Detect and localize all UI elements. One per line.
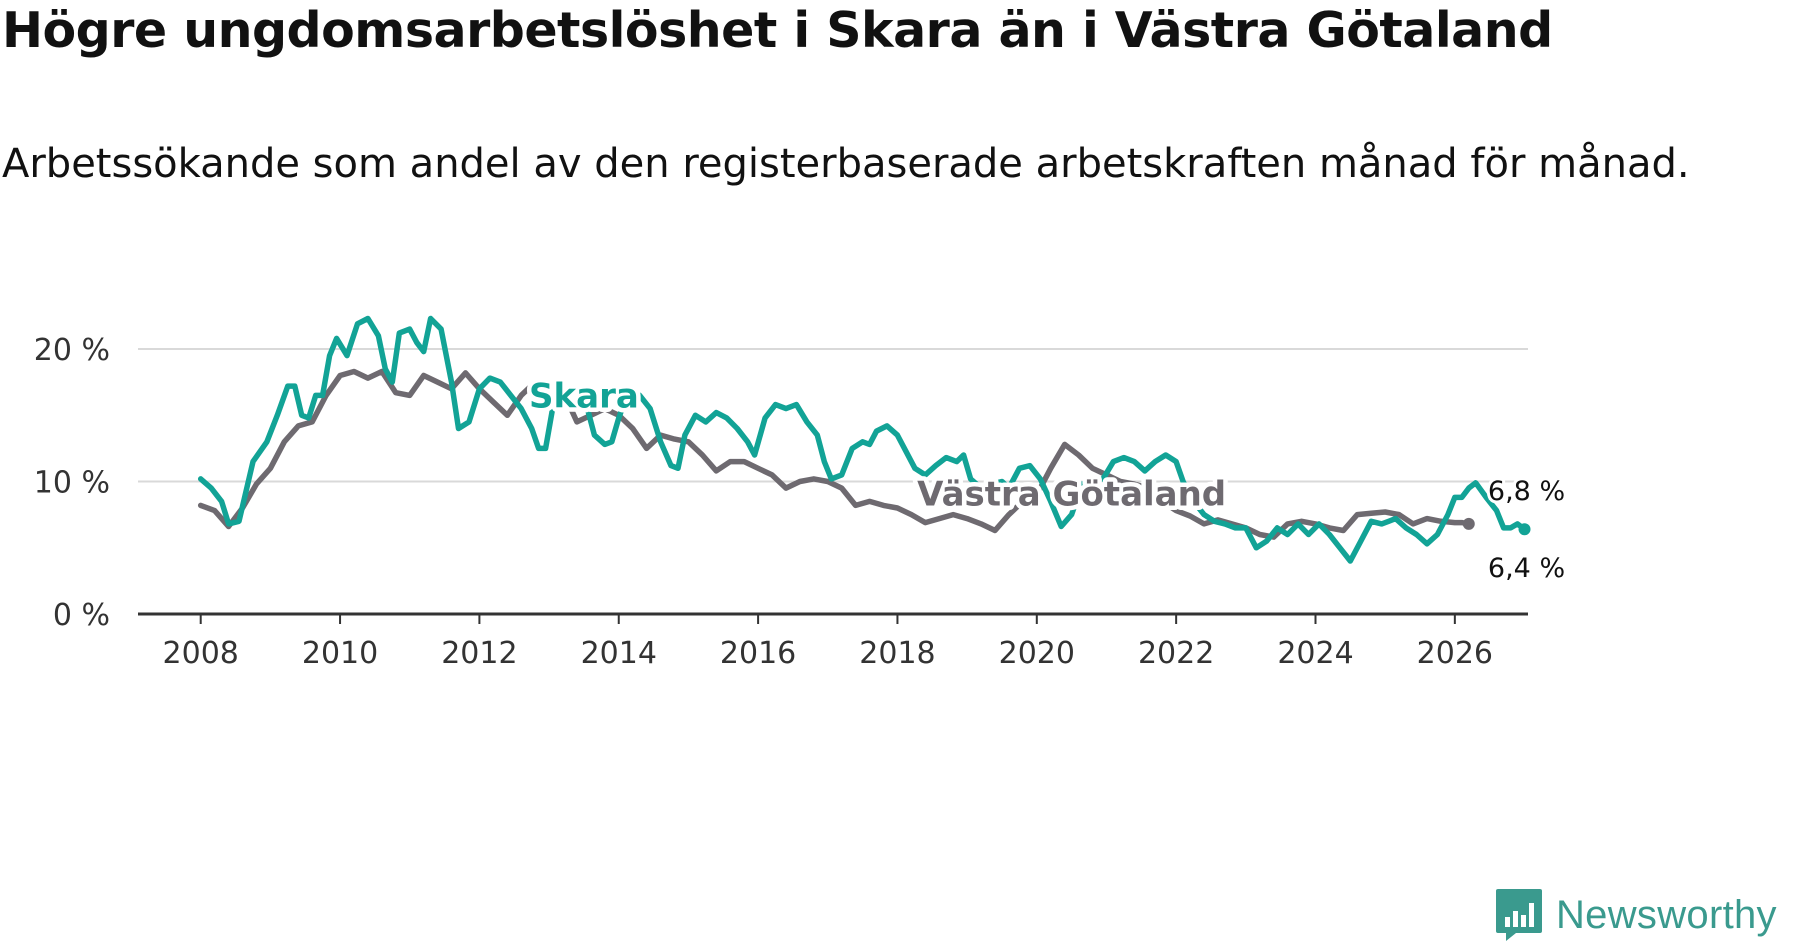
x-tick-label: 2024 [1277, 636, 1353, 671]
x-tick-label: 2010 [302, 636, 378, 671]
x-tick-label: 2012 [441, 636, 517, 671]
series-line-skara [197, 315, 1528, 564]
brand-name: Newsworthy [1556, 892, 1777, 937]
y-tick-label: 0 % [53, 598, 110, 633]
x-tick-label: 2014 [581, 636, 657, 671]
x-tick-label: 2018 [859, 636, 935, 671]
x-tick-label: 2020 [999, 636, 1075, 671]
x-tick-label: 2022 [1138, 636, 1214, 671]
y-tick-label: 10 % [34, 466, 110, 501]
gridlines [138, 348, 1528, 483]
newsworthy-logo-icon [1496, 889, 1542, 941]
x-axis: 2008 2010 2012 2014 2016 2018 2020 2022 2024 2026 [138, 612, 1528, 671]
end-point-skara [1518, 523, 1531, 536]
newsworthy-logo[interactable]: Newsworthy [1494, 887, 1777, 943]
series-lines [197, 315, 1531, 564]
y-tick-label: 20 % [34, 333, 110, 368]
end-point-v-stra-g-taland [1462, 517, 1475, 530]
series-label-vastra-gotaland: Västra Götaland [917, 474, 1226, 514]
x-tick-label: 2026 [1417, 636, 1493, 671]
chart-title: Högre ungdomsarbetslöshet i Skara än i V… [2, 2, 1553, 59]
end-label-skara: 6,4 % [1488, 553, 1565, 584]
end-label-vastra-gotaland: 6,8 % [1488, 476, 1565, 507]
series-labels: Skara Västra Götaland 6,8 % 6,4 % [525, 372, 1569, 587]
series-line-v-stra-g-taland [197, 368, 1472, 540]
y-axis: 0 % 10 % 20 % [34, 333, 110, 633]
x-tick-label: 2008 [163, 636, 239, 671]
x-tick-label: 2016 [720, 636, 796, 671]
chart-subtitle: Arbetssökande som andel av den registerb… [2, 141, 1690, 187]
series-label-skara: Skara [529, 376, 639, 416]
